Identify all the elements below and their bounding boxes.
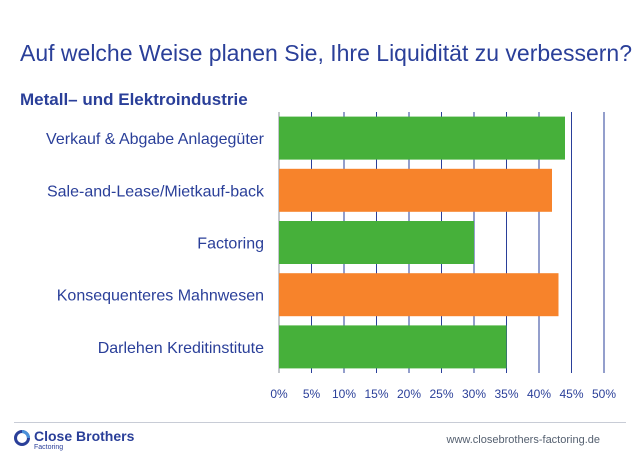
- x-tick-label: 5%: [303, 387, 321, 401]
- close-brothers-logo: Close Brothers Factoring: [14, 429, 134, 452]
- bar: [279, 221, 474, 264]
- category-label: Darlehen Kreditinstitute: [98, 340, 264, 357]
- chart-title: Auf welche Weise planen Sie, Ihre Liquid…: [20, 40, 632, 66]
- bar: [279, 116, 565, 160]
- x-tick-label: 50%: [592, 387, 616, 401]
- x-tick-label: 10%: [332, 387, 356, 401]
- x-tick-label: 25%: [429, 387, 453, 401]
- category-label: Sale-and-Lease/Mietkauf-back: [47, 183, 265, 200]
- brand-name: Close Brothers: [34, 428, 135, 444]
- category-label: Verkauf & Abgabe Anlagegüter: [46, 131, 265, 148]
- x-tick-label: 45%: [559, 387, 583, 401]
- category-label: Konsequenteres Mahnwesen: [57, 288, 264, 305]
- x-tick-label: 40%: [527, 387, 551, 401]
- bar: [279, 325, 507, 369]
- website-url[interactable]: www.closebrothers-factoring.de: [446, 434, 600, 446]
- x-tick-label: 20%: [397, 387, 421, 401]
- x-tick-label: 15%: [364, 387, 388, 401]
- x-tick-label: 35%: [494, 387, 518, 401]
- x-tick-label: 0%: [270, 387, 288, 401]
- close-brothers-logo-icon: [14, 430, 30, 446]
- x-tick-label: 30%: [462, 387, 486, 401]
- bar: [279, 273, 559, 317]
- footer-divider: [14, 422, 626, 423]
- category-label: Factoring: [197, 236, 264, 253]
- chart-subtitle: Metall– und Elektroindustrie: [20, 90, 248, 109]
- brand-subline: Factoring: [34, 444, 64, 451]
- bar: [279, 168, 552, 212]
